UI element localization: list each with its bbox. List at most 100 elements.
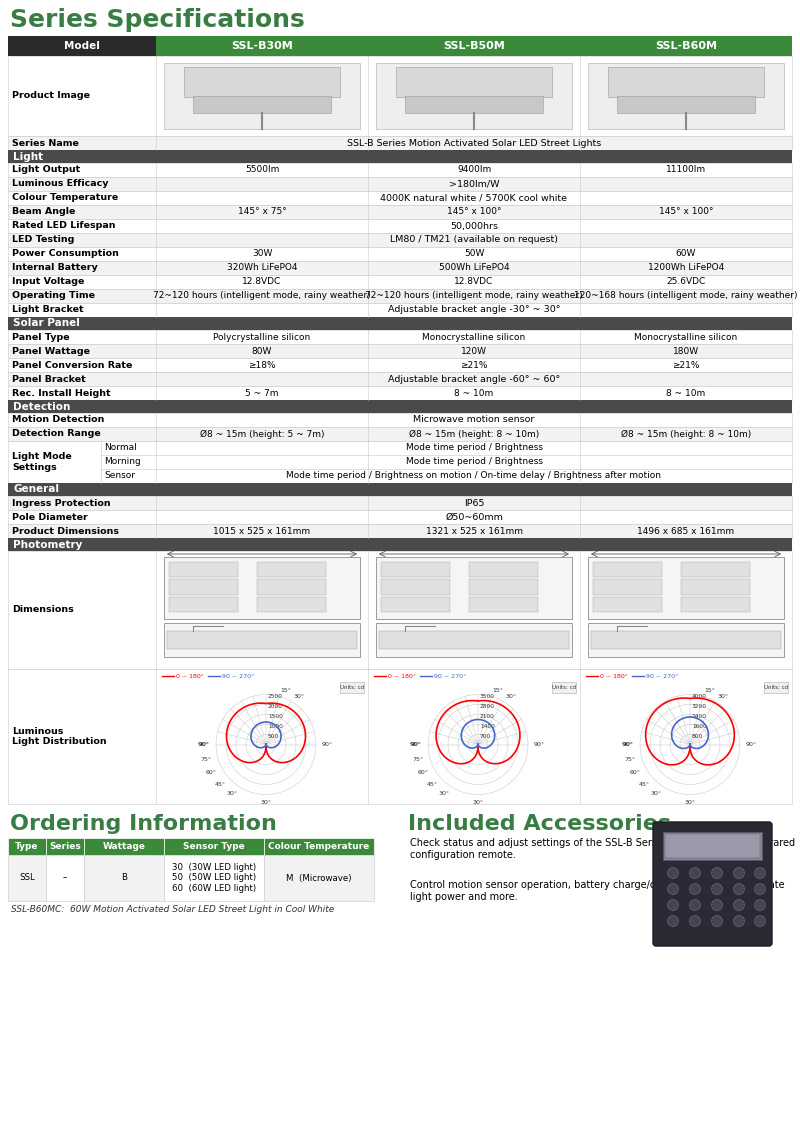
- Text: Adjustable bracket angle -30° ~ 30°: Adjustable bracket angle -30° ~ 30°: [388, 305, 560, 314]
- Text: Pole Diameter: Pole Diameter: [12, 512, 88, 521]
- Text: Type: Type: [15, 842, 38, 851]
- Circle shape: [667, 884, 678, 895]
- Bar: [164, 557, 360, 619]
- Circle shape: [667, 867, 678, 878]
- Bar: [8, 150, 792, 163]
- Bar: [593, 596, 662, 612]
- Bar: [164, 855, 264, 901]
- Bar: [469, 579, 538, 595]
- Text: 90°: 90°: [322, 742, 333, 747]
- Text: 1500: 1500: [268, 714, 283, 719]
- Text: Power Consumption: Power Consumption: [12, 249, 119, 258]
- Text: Motion Detection: Motion Detection: [12, 416, 104, 424]
- Text: Solar Panel: Solar Panel: [13, 319, 80, 329]
- Text: 9400lm: 9400lm: [457, 165, 491, 174]
- Text: Input Voltage: Input Voltage: [12, 277, 84, 286]
- Bar: [8, 427, 792, 441]
- Text: Check status and adjust settings of the SSL-B Series with the included infrared : Check status and adjust settings of the …: [410, 838, 795, 859]
- Text: 45°: 45°: [426, 783, 438, 787]
- Text: Ø8 ~ 15m (height: 5 ~ 7m): Ø8 ~ 15m (height: 5 ~ 7m): [200, 429, 324, 439]
- Text: 2000: 2000: [268, 704, 283, 709]
- Text: 1400: 1400: [480, 724, 495, 729]
- Text: 4000: 4000: [692, 694, 707, 699]
- Bar: [8, 510, 792, 524]
- Text: LM80 / TM21 (available on request): LM80 / TM21 (available on request): [390, 236, 558, 245]
- Bar: [588, 623, 784, 657]
- Text: Wattage: Wattage: [102, 842, 146, 851]
- Text: Light Mode
Settings: Light Mode Settings: [12, 453, 72, 472]
- Text: Luminous Efficacy: Luminous Efficacy: [12, 180, 109, 189]
- Bar: [682, 562, 750, 577]
- Bar: [376, 557, 572, 619]
- Text: 60°: 60°: [206, 770, 217, 776]
- Bar: [608, 67, 765, 97]
- Text: Sensor Type: Sensor Type: [183, 842, 245, 851]
- Bar: [8, 483, 792, 496]
- Bar: [665, 834, 760, 858]
- Bar: [8, 496, 792, 510]
- Text: 75°: 75°: [412, 757, 423, 761]
- Text: 90°: 90°: [411, 742, 422, 747]
- Circle shape: [667, 900, 678, 911]
- Bar: [8, 36, 792, 56]
- Text: Panel Type: Panel Type: [12, 332, 70, 341]
- Text: 15°: 15°: [705, 688, 715, 693]
- Bar: [8, 386, 792, 400]
- Text: 90°: 90°: [534, 742, 545, 747]
- Text: 800: 800: [692, 734, 703, 739]
- Text: 30°: 30°: [718, 694, 729, 699]
- Bar: [8, 538, 792, 551]
- Bar: [396, 67, 553, 97]
- Text: 0 ~ 180°: 0 ~ 180°: [176, 674, 204, 678]
- Text: 30°: 30°: [473, 801, 483, 805]
- Text: 1600: 1600: [692, 724, 706, 729]
- Text: 11100lm: 11100lm: [666, 165, 706, 174]
- Text: Detection Range: Detection Range: [12, 429, 101, 438]
- Bar: [591, 631, 781, 649]
- Circle shape: [734, 867, 745, 878]
- Bar: [169, 562, 238, 577]
- Bar: [8, 524, 792, 538]
- Bar: [164, 63, 360, 129]
- Bar: [8, 275, 792, 289]
- Bar: [663, 832, 762, 860]
- Bar: [8, 219, 792, 232]
- Text: 1200Wh LiFePO4: 1200Wh LiFePO4: [648, 264, 724, 273]
- Text: Morning: Morning: [104, 457, 141, 466]
- Text: Model: Model: [64, 42, 100, 51]
- Text: 90°: 90°: [622, 742, 633, 747]
- Circle shape: [690, 884, 701, 895]
- Text: 3200: 3200: [692, 704, 707, 709]
- Text: Units: cd: Units: cd: [764, 685, 788, 690]
- Text: 1015 x 525 x 161mm: 1015 x 525 x 161mm: [214, 527, 310, 536]
- Bar: [184, 67, 341, 97]
- Text: Polycrystalline silicon: Polycrystalline silicon: [214, 332, 310, 341]
- Bar: [588, 63, 784, 129]
- Bar: [8, 317, 792, 330]
- Text: 2800: 2800: [480, 704, 495, 709]
- Bar: [169, 596, 238, 612]
- Text: SSL-B50M: SSL-B50M: [443, 42, 505, 51]
- Text: 5 ~ 7m: 5 ~ 7m: [246, 389, 278, 398]
- Text: 45°: 45°: [638, 783, 650, 787]
- Text: Ø8 ~ 15m (height: 8 ~ 10m): Ø8 ~ 15m (height: 8 ~ 10m): [621, 429, 751, 439]
- Bar: [264, 838, 374, 855]
- Circle shape: [711, 900, 722, 911]
- Text: 72~120 hours (intelligent mode, rainy weather): 72~120 hours (intelligent mode, rainy we…: [153, 292, 371, 301]
- Text: 2400: 2400: [692, 714, 707, 719]
- Text: Monocrystalline silicon: Monocrystalline silicon: [634, 332, 738, 341]
- Text: Series Name: Series Name: [12, 138, 79, 147]
- Text: Series Specifications: Series Specifications: [10, 8, 305, 31]
- Bar: [258, 562, 326, 577]
- Text: SSL: SSL: [19, 874, 35, 883]
- Bar: [164, 838, 264, 855]
- FancyBboxPatch shape: [653, 822, 772, 946]
- Text: Series: Series: [49, 842, 81, 851]
- Text: Units: cd: Units: cd: [552, 685, 576, 690]
- Text: Included Accessories: Included Accessories: [408, 814, 671, 834]
- Text: Ø50~60mm: Ø50~60mm: [445, 512, 503, 521]
- Text: 30°: 30°: [685, 801, 695, 805]
- Text: 145° x 100°: 145° x 100°: [658, 208, 714, 217]
- Circle shape: [667, 915, 678, 926]
- Bar: [8, 330, 792, 344]
